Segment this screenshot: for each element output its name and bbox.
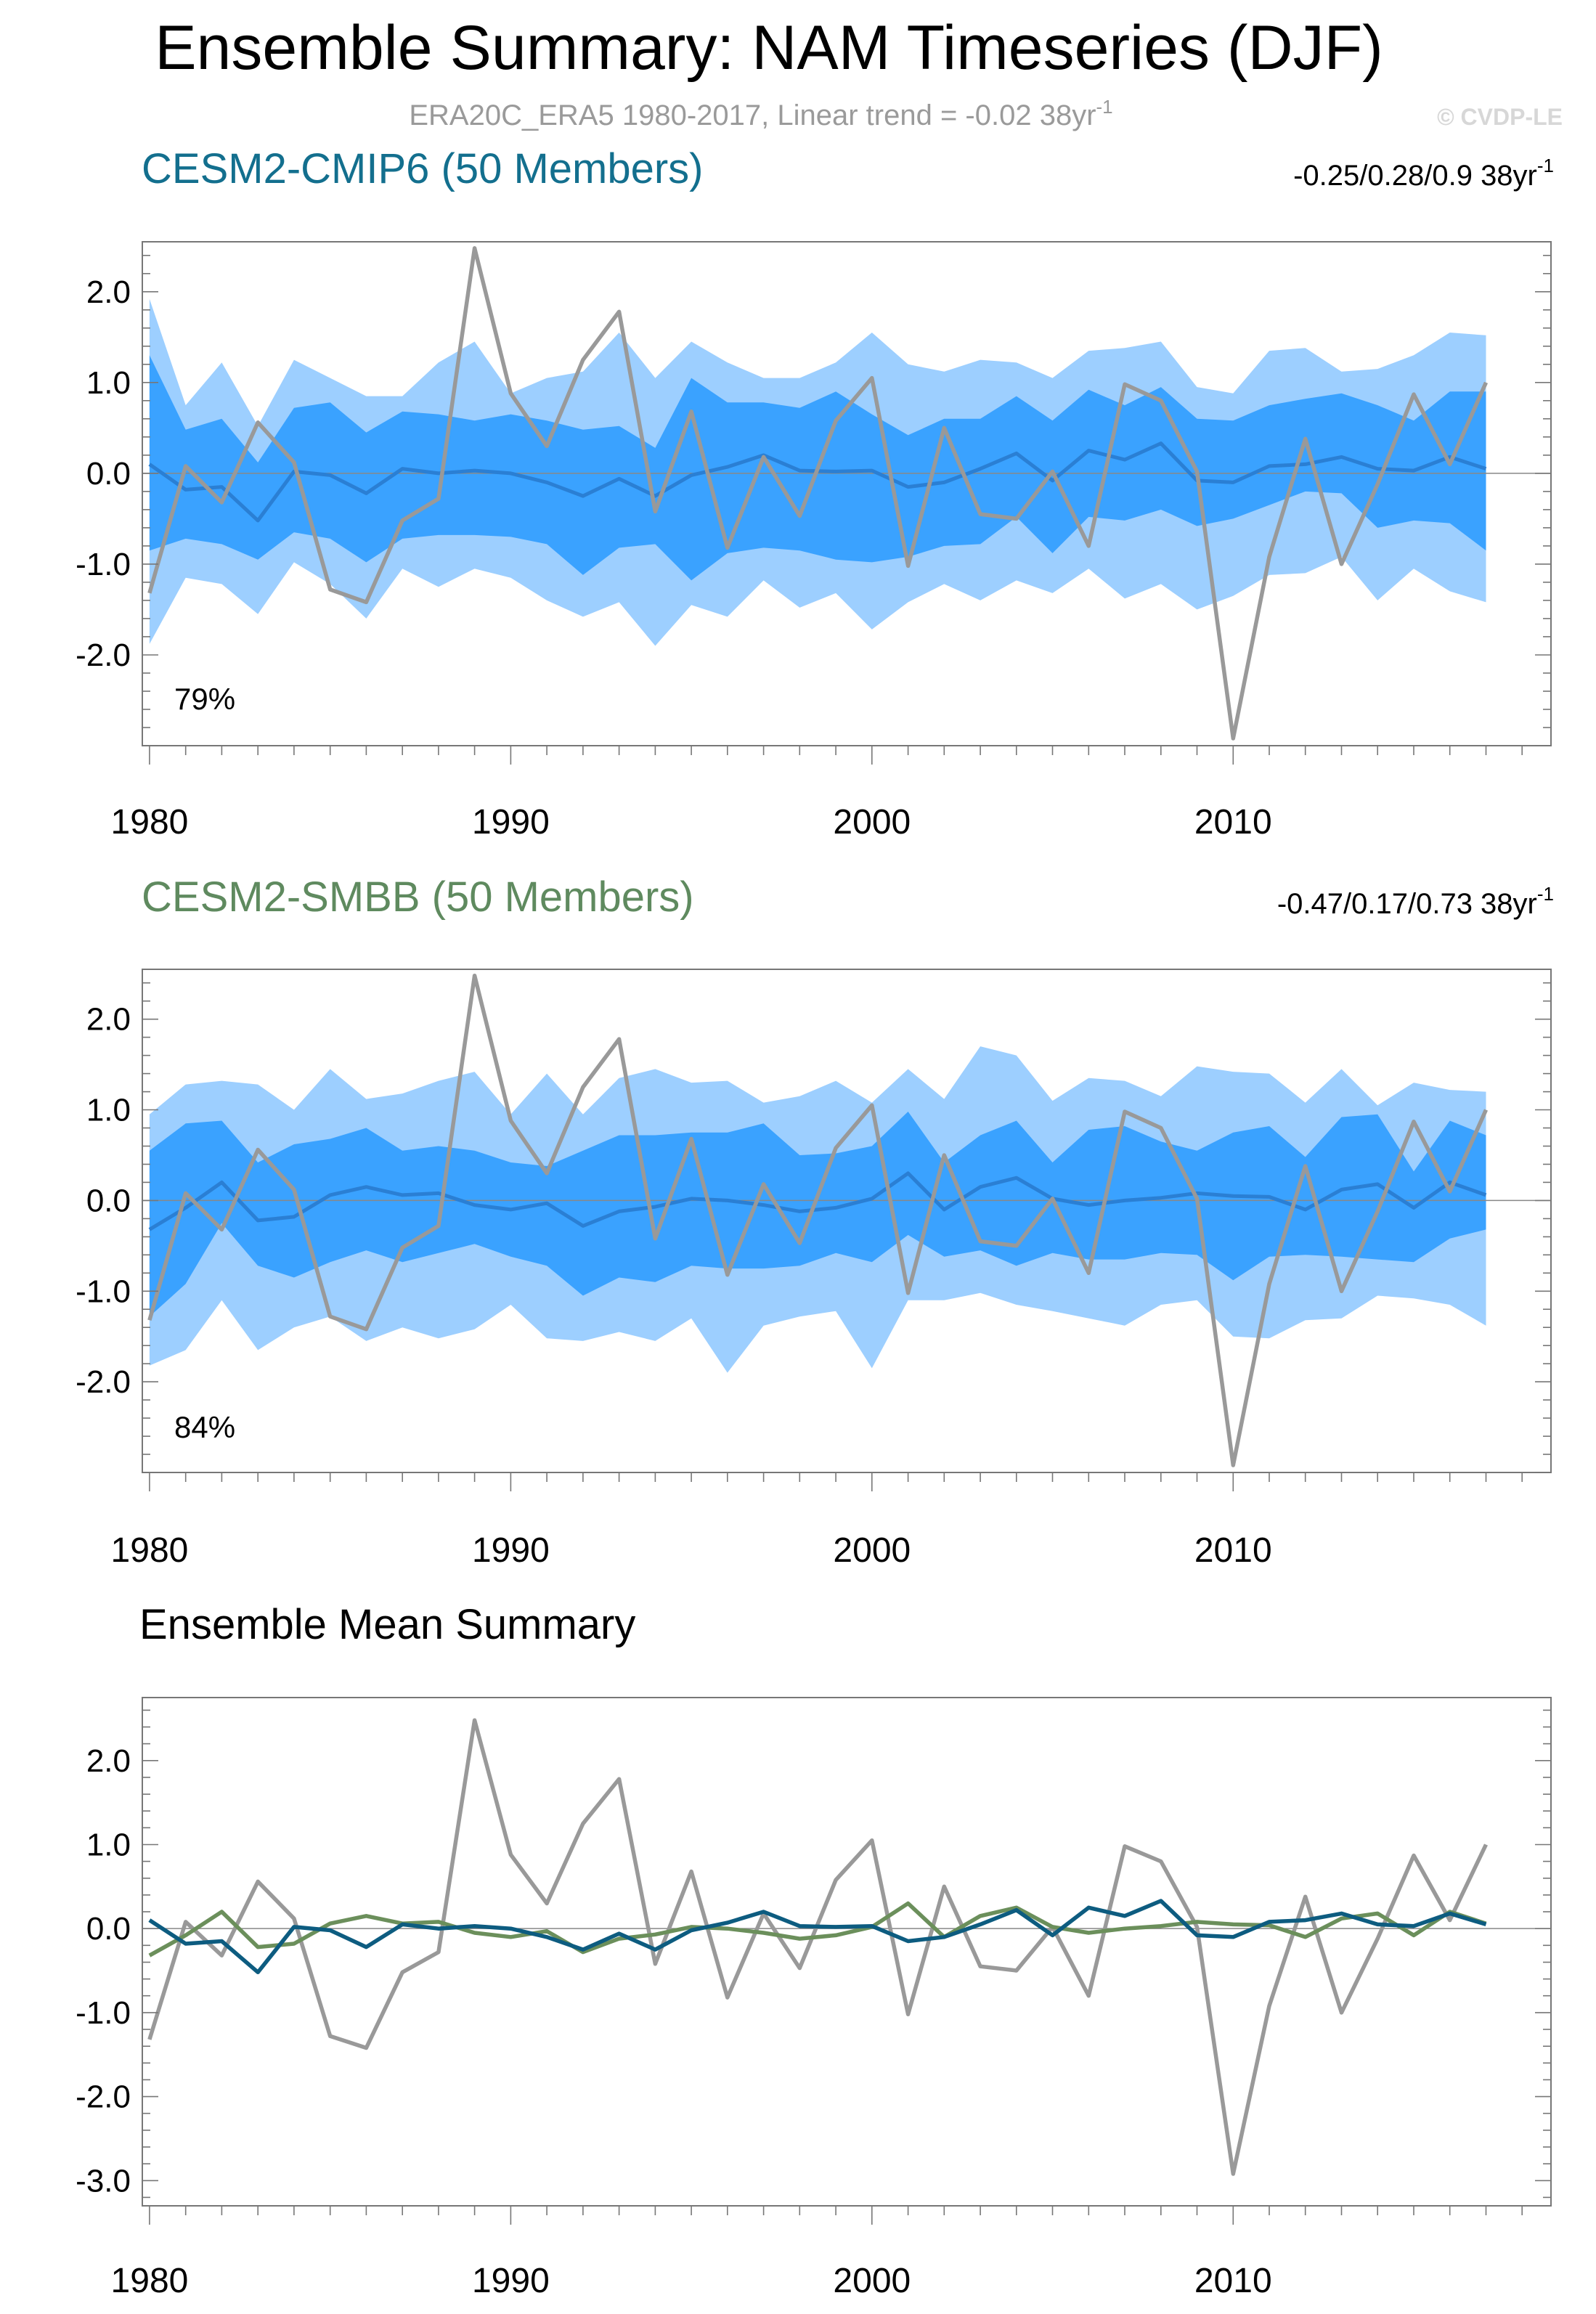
panel-2-ytick-label: -1.0 — [76, 1274, 131, 1309]
panel-2-xtick-label: 1990 — [472, 1531, 550, 1570]
panel-2-ytick-label: 2.0 — [86, 1002, 131, 1038]
panel-3-xtick-label: 1990 — [472, 2262, 550, 2300]
panel-3-series-cesm2-smbb — [148, 1901, 1487, 1957]
panel-2-frame — [142, 969, 1552, 1473]
figure-title: Ensemble Summary: NAM Timeseries (DJF) — [155, 13, 1383, 83]
panel-1-xtick-label: 2000 — [833, 803, 911, 842]
panel-cmip6-title: CESM2-CMIP6 (50 Members) — [142, 145, 703, 192]
figure-subtitle: ERA20C_ERA5 1980-2017, Linear trend = -0… — [409, 96, 1112, 131]
panel-2-axis-ticks — [142, 982, 1551, 1491]
panel-2-xtick-label: 2000 — [833, 1531, 911, 1570]
panel-cmip6-trend-sup: -1 — [1537, 155, 1554, 176]
panel-summary-title: Ensemble Mean Summary — [139, 1601, 635, 1648]
panel-3-xtick-label: 2010 — [1194, 2262, 1272, 2300]
panel-cmip6-trend: -0.25/0.28/0.9 38yr-1 — [1293, 155, 1554, 192]
panel-cesm2-cmip6: CESM2-CMIP6 (50 Members) -0.25/0.28/0.9 … — [76, 145, 1554, 842]
panel-3-series-observation — [147, 1718, 1488, 2176]
panel-1-ytick-label: -2.0 — [76, 637, 131, 673]
panel-3-ytick-label: 1.0 — [86, 1827, 131, 1862]
cvdp-watermark: © CVDP-LE — [1437, 104, 1563, 130]
panel-smbb-title: CESM2-SMBB (50 Members) — [142, 873, 694, 921]
panel-2-ytick-label: 1.0 — [86, 1093, 131, 1128]
panel-smbb-trend: -0.47/0.17/0.73 38yr-1 — [1277, 883, 1554, 920]
panel-2-ensemble-mean-line — [148, 1171, 1487, 1231]
panel-3-plot-area — [142, 1718, 1551, 2176]
panel-1-ytick-label: 2.0 — [86, 274, 131, 310]
panel-2-xtick-label: 2010 — [1194, 1531, 1272, 1570]
panel-1-xtick-label: 2010 — [1194, 803, 1272, 842]
panel-2-inner-spread-band — [149, 1112, 1486, 1317]
panel-cmip6-plot: 2.0 1.0 0.0 -1.0 -2.0 1980 1990 2000 2010 — [76, 241, 1552, 842]
panel-2-ytick-label: -2.0 — [76, 1364, 131, 1400]
panel-cmip6-trend-text: -0.25/0.28/0.9 38yr — [1293, 160, 1537, 192]
panel-2-plot-area — [142, 973, 1551, 1467]
panel-smbb-plot: 2.0 1.0 0.0 -1.0 -2.0 1980 1990 2000 2010 — [76, 969, 1552, 1570]
panel-1-plot-area — [142, 246, 1551, 741]
panel-smbb-percent: 84% — [174, 1410, 235, 1444]
panel-1-ytick-label: -1.0 — [76, 547, 131, 582]
panel-2-xtick-label: 1980 — [111, 1531, 189, 1570]
panel-summary-plot: 2.0 1.0 0.0 -1.0 -2.0 -3.0 1980 1990 2000 2010 — [76, 1697, 1552, 2300]
panel-3-xtick-label: 2000 — [833, 2262, 911, 2300]
panel-2-observation-line — [147, 973, 1489, 1467]
panel-1-xtick-label: 1990 — [472, 803, 550, 842]
panel-3-ytick-label: 2.0 — [86, 1743, 131, 1779]
panel-1-ytick-label: 1.0 — [86, 365, 131, 401]
panel-3-ytick-label: -1.0 — [76, 1995, 131, 2031]
panel-3-ytick-label: -2.0 — [76, 2079, 131, 2115]
panel-3-axis-ticks — [142, 1709, 1551, 2225]
panel-cmip6-percent: 79% — [174, 682, 235, 716]
panel-3-frame — [142, 1697, 1552, 2207]
panel-3-xtick-label: 1980 — [111, 2262, 189, 2300]
panel-1-observation-line — [147, 246, 1489, 741]
panel-cesm2-smbb: CESM2-SMBB (50 Members) -0.47/0.17/0.73 … — [76, 873, 1554, 1570]
panel-1-xtick-label: 1980 — [111, 803, 189, 842]
panel-1-axis-ticks — [142, 254, 1551, 765]
panel-3-ytick-label: 0.0 — [86, 1911, 131, 1947]
panel-smbb-trend-sup: -1 — [1537, 883, 1554, 905]
panel-1-frame — [142, 241, 1552, 746]
panel-3-series-cesm2-cmip6 — [148, 1899, 1487, 1975]
panel-2-ytick-label: 0.0 — [86, 1183, 131, 1218]
figure-subtitle-sup: -1 — [1096, 96, 1113, 118]
panel-3-ytick-label: -3.0 — [76, 2163, 131, 2199]
panel-ensemble-mean-summary: Ensemble Mean Summary 2.0 1.0 0.0 -1.0 -2.0 -… — [76, 1601, 1552, 2300]
panel-1-ytick-label: 0.0 — [86, 456, 131, 492]
figure-subtitle-text: ERA20C_ERA5 1980-2017, Linear trend = -0… — [409, 99, 1096, 131]
panel-smbb-trend-text: -0.47/0.17/0.73 38yr — [1277, 888, 1537, 920]
